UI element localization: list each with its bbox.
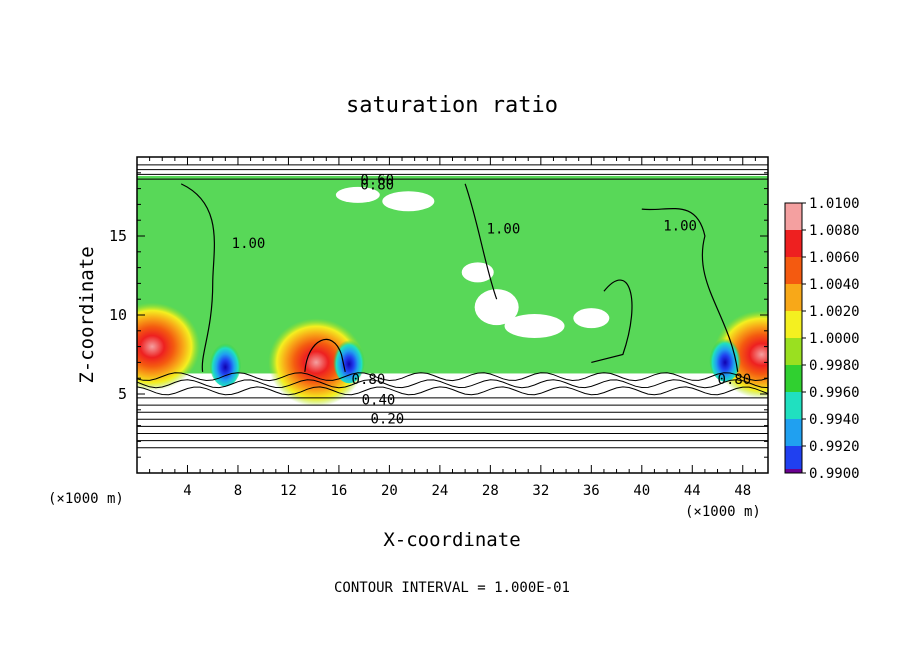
x-tick-label-4: 20 [381,483,398,499]
clear-patch-4 [573,308,610,329]
x-tick-label-9: 40 [633,483,650,499]
x-tick-label-7: 32 [532,483,549,499]
colorbar-band-bottom [785,469,802,473]
contour-100-3 [641,207,739,372]
colorbar-label-1: 1.0080 [809,223,860,239]
contour-lower-8 [137,386,768,396]
colorbar-label-4: 1.0020 [809,304,860,320]
contour-lines [137,164,768,449]
colorbar-band-4 [785,311,802,338]
x-tick-label-3: 16 [330,483,347,499]
clear-patch-2 [474,289,519,326]
contour-label-0: 0.20 [370,411,404,427]
y-axis-label: Z-coordinate [76,246,98,383]
contour-interval-note: CONTOUR INTERVAL = 1.000E-01 [334,580,570,596]
colorbar-label-0: 1.0100 [809,196,860,212]
chart-title: saturation ratio [346,93,558,118]
contour-label-3: 0.80 [718,372,752,388]
colorbar-band-2 [785,257,802,284]
x-tick-label-0: 4 [183,483,191,499]
contour-lower-9 [137,379,768,389]
x-axis-label: X-coordinate [383,529,520,551]
colorbar-label-6: 0.9980 [809,358,860,374]
clear-patch-1 [382,191,435,212]
colorbar-band-6 [785,365,802,392]
y-axis-ticks: 5 10 15 [109,172,768,458]
x-tick-label-1: 8 [234,483,242,499]
contour-label-5: 0.80 [360,177,394,193]
dry-region-0 [209,338,242,387]
clear-patch-3 [504,314,565,339]
y-tick-label-2: 15 [109,227,127,245]
clear-patch-5 [461,262,494,283]
contour-100-0 [180,183,215,372]
contour-label-8: 1.00 [663,219,697,235]
colorbar-band-8 [785,419,802,446]
colorbar-band-9 [785,446,802,473]
x-tick-label-8: 36 [583,483,600,499]
colorbar-band-0 [785,203,802,230]
contour-label-7: 1.00 [487,222,521,238]
y-tick-label-1: 10 [109,306,127,324]
y-tick-label-0: 5 [118,385,127,403]
contour-lower-10 [137,372,768,382]
clear-patch-0 [335,186,380,203]
contour-100-2 [464,183,498,300]
colorbar-band-5 [785,338,802,365]
colorbar-label-9: 0.9920 [809,439,860,455]
warm-region-0 [137,302,201,391]
contour-label-2: 0.80 [352,372,386,388]
contour-label-1: 0.40 [362,392,396,408]
saturation-field [137,175,768,407]
colorbar-label-3: 1.0040 [809,277,860,293]
contour-100-1 [304,338,346,373]
x-unit-label: (×1000 m) [685,504,761,520]
colorbar-band-1 [785,230,802,257]
x-tick-label-6: 28 [482,483,499,499]
colorbar-band-7 [785,392,802,419]
contour-label-4: 0.60 [360,173,394,189]
dry-region-1 [709,333,742,382]
colorbar-label-7: 0.9960 [809,385,860,401]
x-tick-label-2: 12 [280,483,297,499]
x-tick-label-11: 48 [734,483,751,499]
x-axis-ticks: 4 8 12 16 20 24 28 32 36 40 44 48 [149,157,756,499]
colorbar-label-10: 0.9900 [809,466,860,482]
colorbar: 1.0100 1.0080 1.0060 1.0040 1.0020 1.0000 0.99… [784,196,860,482]
colorbar-label-2: 1.0060 [809,250,860,266]
colorbar-band-3 [785,284,802,311]
contour-labels: 0.200.400.80 0.800.600.801.001.00 1.00 [232,173,752,428]
dry-region-2 [333,335,366,384]
contour-label-6: 1.00 [232,236,266,252]
colorbar-label-5: 1.0000 [809,331,860,347]
contour-100-4 [591,279,633,363]
x-tick-label-10: 44 [684,483,701,499]
x-tick-label-5: 24 [431,483,448,499]
y-unit-label: (×1000 m) [48,491,124,507]
colorbar-label-8: 0.9940 [809,412,860,428]
